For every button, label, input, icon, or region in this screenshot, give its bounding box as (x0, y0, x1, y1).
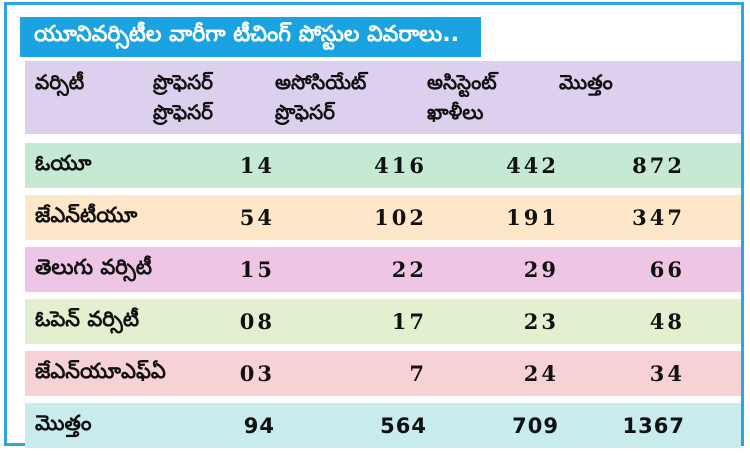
row-assistant: 191 (506, 205, 559, 230)
table-title: యూనివర్సిటీల వారీగా టీచింగ్ పోస్టుల వివర… (20, 17, 481, 57)
row-total: 66 (649, 257, 685, 282)
row-assistant: 24 (523, 361, 559, 386)
header-assistant: అసిస్టెంట్ ఖాళీలు (427, 67, 559, 127)
table-total-row: మొత్తం 94 564 709 1367 (25, 403, 741, 448)
header-professor: ప్రొఫెసర్ ప్రొఫెసర్ (153, 67, 275, 127)
header-professor-line1: ప్రొఫెసర్ (153, 70, 213, 94)
row-assistant: 29 (523, 257, 559, 282)
table-row: జేఎన్‌టీయూ 54 102 191 347 (25, 195, 741, 240)
table-row: తెలుగు వర్సిటీ 15 22 29 66 (25, 247, 741, 292)
row-university: జేఎన్‌టీయూ (35, 202, 138, 227)
table-row: జేఎన్‌యూఎఫ్ఏ 03 7 24 34 (25, 351, 741, 396)
row-total: 34 (649, 361, 685, 386)
total-professor: 94 (243, 413, 275, 438)
header-associate: అసోసియేట్ ప్రొఫెసర్ (275, 67, 427, 127)
total-associate: 564 (380, 413, 427, 438)
teaching-posts-table: వర్సిటీ ప్రొఫెసర్ ప్రొఫెసర్ అసోసియేట్ ప్… (25, 61, 741, 455)
row-professor: 54 (239, 205, 275, 230)
header-professor-line2: ప్రొఫెసర్ (153, 100, 213, 124)
row-associate: 22 (391, 257, 427, 282)
row-professor: 08 (239, 309, 275, 334)
total-assistant: 709 (512, 413, 559, 438)
row-associate: 416 (374, 153, 427, 178)
table-frame: యూనివర్సిటీల వారీగా టీచింగ్ పోస్టుల వివర… (4, 2, 744, 448)
row-professor: 14 (239, 153, 275, 178)
row-total: 48 (649, 309, 685, 334)
row-associate: 7 (409, 361, 427, 386)
table-row: ఓయూ 14 416 442 872 (25, 143, 741, 188)
header-associate-line1: అసోసియేట్ (275, 70, 367, 94)
row-associate: 17 (391, 309, 427, 334)
header-associate-line2: ప్రొఫెసర్ (275, 100, 335, 124)
table-row: ఓపెన్ వర్సిటీ 08 17 23 48 (25, 299, 741, 344)
total-label: మొత్తం (35, 410, 92, 435)
row-total: 347 (632, 205, 685, 230)
table-header-row: వర్సిటీ ప్రొఫెసర్ ప్రొఫెసర్ అసోసియేట్ ప్… (25, 61, 741, 134)
row-university: తెలుగు వర్సిటీ (35, 254, 153, 279)
row-university: జేఎన్‌యూఎఫ్ఏ (35, 358, 166, 383)
row-professor: 15 (239, 257, 275, 282)
header-total: మొత్తం (559, 70, 613, 94)
row-university: ఓయూ (35, 150, 92, 175)
row-total: 872 (632, 153, 685, 178)
header-assistant-line1: అసిస్టెంట్ (427, 70, 497, 94)
header-assistant-line2: ఖాళీలు (427, 100, 484, 124)
row-university: ఓపెన్ వర్సిటీ (35, 306, 140, 331)
total-total: 1367 (622, 413, 685, 438)
row-professor: 03 (239, 361, 275, 386)
row-assistant: 23 (523, 309, 559, 334)
row-associate: 102 (374, 205, 427, 230)
header-university: వర్సిటీ (35, 70, 85, 94)
row-assistant: 442 (506, 153, 559, 178)
